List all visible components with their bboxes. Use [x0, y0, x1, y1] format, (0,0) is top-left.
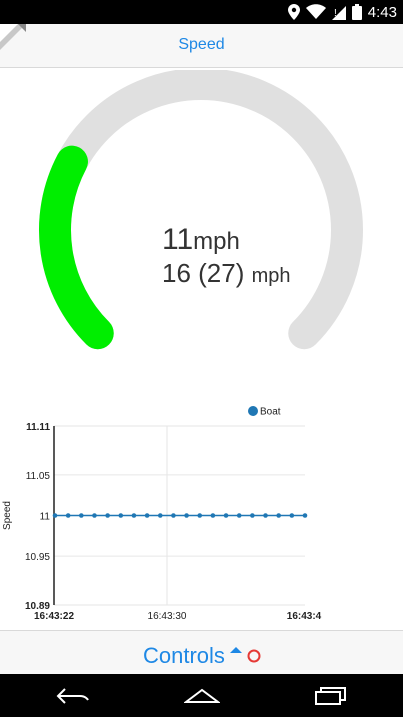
- data-point: [197, 513, 203, 518]
- secondary-speed-unit: mph: [251, 265, 291, 287]
- y-tick-label: 11.11: [26, 422, 50, 433]
- clock: 4:43: [367, 3, 397, 21]
- data-point: [65, 513, 71, 518]
- status-ring-icon: [247, 649, 261, 663]
- caret-up-icon: [230, 647, 242, 653]
- wifi-icon: [305, 4, 326, 19]
- chart-legend: Boat: [248, 406, 281, 418]
- no-sim-icon: !: [331, 6, 346, 20]
- x-tick-labels: 16:43:22 16:43:30 16:43:4: [34, 611, 322, 622]
- current-speed-unit: mph: [193, 228, 240, 255]
- data-point: [289, 513, 295, 518]
- data-point: [223, 513, 229, 518]
- data-point: [92, 513, 97, 518]
- data-point: [210, 513, 216, 518]
- data-point: [171, 513, 176, 518]
- data-point: [79, 513, 84, 518]
- battery-icon: [351, 4, 362, 20]
- data-point: [276, 513, 281, 518]
- back-icon[interactable]: [56, 687, 90, 705]
- legend-label: Boat: [260, 407, 281, 418]
- y-axis-label: Speed: [2, 501, 13, 530]
- recent-apps-icon[interactable]: [315, 687, 347, 705]
- y-tick-label: 11.05: [26, 471, 51, 482]
- y-tick-label: 10.95: [25, 552, 50, 563]
- controls-indicator[interactable]: [229, 644, 263, 666]
- current-speed-value: 11: [162, 223, 194, 256]
- data-point: [52, 513, 58, 518]
- page-curl-icon[interactable]: [0, 24, 26, 50]
- svg-text:!: !: [334, 8, 337, 19]
- legend-swatch: [248, 406, 258, 416]
- home-icon[interactable]: [184, 688, 220, 704]
- data-point: [118, 513, 124, 518]
- data-point: [157, 513, 163, 518]
- x-tick-label: 16:43:30: [148, 611, 187, 622]
- data-point: [144, 513, 150, 518]
- speed-gauge: 11mph 16 (27) mph: [0, 68, 403, 390]
- gauge-svg: [39, 68, 363, 350]
- gauge-track: [39, 68, 363, 350]
- data-point: [236, 513, 242, 518]
- status-icons: ! 4:43: [287, 2, 397, 22]
- speed-chart: 11.11 11.05 11 10.95 10.89 16:43:22 16:43:30 1…: [0, 400, 403, 628]
- current-speed: 11mph: [162, 224, 291, 258]
- y-tick-labels: 11.11 11.05 11 10.95 10.89: [25, 422, 50, 612]
- controls-button[interactable]: Controls: [143, 643, 225, 668]
- data-point: [184, 513, 189, 518]
- speed-readout: 11mph 16 (27) mph: [162, 224, 291, 291]
- data-point: [263, 513, 268, 518]
- data-point: [105, 513, 110, 518]
- data-point: [250, 513, 255, 518]
- data-point: [302, 513, 308, 518]
- navigation-bar: [0, 674, 403, 717]
- chart-series: [52, 513, 308, 518]
- y-tick-label: 10.89: [25, 601, 50, 612]
- location-icon: [287, 4, 300, 20]
- y-tick-label: 11: [40, 512, 51, 523]
- page-title: Speed: [178, 36, 225, 53]
- secondary-speed: 16 (27) mph: [162, 258, 291, 291]
- data-point: [131, 513, 137, 518]
- x-tick-label: 16:43:22: [34, 611, 74, 622]
- controls-bar[interactable]: Controls: [0, 630, 403, 675]
- status-bar: ! 4:43: [0, 0, 403, 24]
- x-tick-label: 16:43:4: [287, 611, 322, 622]
- app-header: Speed: [0, 24, 403, 68]
- secondary-speed-value: 16 (27): [162, 258, 245, 288]
- gauge-fill: [39, 145, 114, 350]
